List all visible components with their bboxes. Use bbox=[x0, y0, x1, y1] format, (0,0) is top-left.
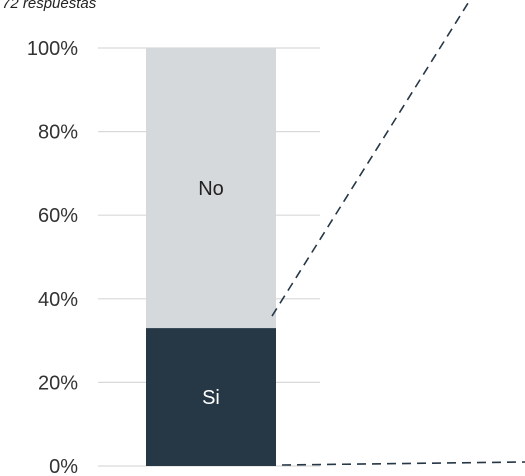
y-tick-label: 20% bbox=[38, 372, 78, 394]
y-tick-label: 0% bbox=[49, 456, 78, 476]
y-tick-label: 40% bbox=[38, 289, 78, 311]
connector-line-top bbox=[271, 0, 471, 317]
y-axis-tick-labels: 0% 20% 40% 60% 80% 100% bbox=[27, 38, 78, 476]
y-tick-label: 60% bbox=[38, 205, 78, 227]
bar-segment-si bbox=[146, 328, 276, 466]
connector-lines bbox=[271, 0, 525, 466]
connector-line-bottom bbox=[281, 461, 525, 466]
chart-subtitle: 72 respuestas bbox=[2, 0, 97, 12]
segment-labels: Si No bbox=[198, 178, 224, 409]
y-tick-label: 100% bbox=[27, 38, 78, 60]
bar-segments bbox=[146, 48, 276, 466]
segment-label-no: No bbox=[198, 178, 224, 200]
bar-segment-no bbox=[146, 48, 276, 329]
segment-label-si: Si bbox=[202, 387, 220, 409]
y-tick-label: 80% bbox=[38, 122, 78, 144]
